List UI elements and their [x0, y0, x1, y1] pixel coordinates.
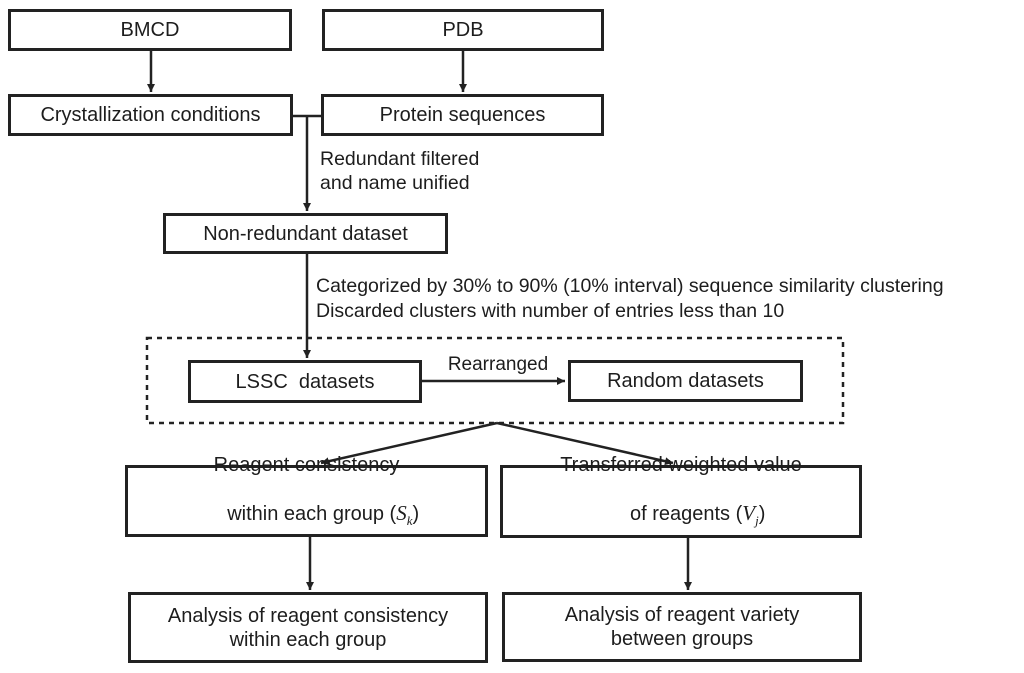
- node-label-line: Transferred weighted value: [560, 454, 802, 476]
- node-label-line: Analysis of reagent consistency: [167, 604, 449, 627]
- edge-label-categorized: Categorized by 30% to 90% (10% interval)…: [316, 274, 944, 324]
- node-pdb: PDB: [322, 9, 604, 51]
- edge-label-line: Discarded clusters with number of entrie…: [316, 300, 785, 322]
- node-analysis-variety: Analysis of reagent variety between grou…: [502, 592, 862, 662]
- node-reagent-consistency: Reagent consistency within each group (S…: [125, 454, 488, 537]
- node-label-line: of reagents (Vj): [597, 477, 766, 550]
- node-lssc-datasets: LSSC datasets: [188, 360, 422, 403]
- label-text: ): [412, 502, 420, 525]
- node-bmcd-label: BMCD: [120, 19, 180, 41]
- edge-label-line: and name unified: [320, 172, 470, 194]
- node-label-line: Analysis of reagent variety: [564, 604, 800, 626]
- node-protein-sequences: Protein sequences: [321, 94, 604, 136]
- variable-symbol: S: [396, 500, 407, 525]
- node-label-line: between groups: [610, 628, 754, 650]
- node-crystallization-conditions: Crystallization conditions: [8, 94, 293, 136]
- node-label-line: within each group: [229, 628, 387, 651]
- node-analysis-consistency: Analysis of reagent consistency within e…: [128, 592, 488, 663]
- variable-subscript: j: [755, 513, 759, 528]
- node-pdb-label: PDB: [442, 19, 484, 41]
- node-label-line: within each group (Sk): [194, 477, 419, 550]
- node-nonredundant-label: Non-redundant dataset: [203, 222, 408, 245]
- node-random-datasets: Random datasets: [568, 360, 803, 402]
- label-text: ): [758, 503, 766, 525]
- node-protein-label: Protein sequences: [379, 104, 546, 126]
- edge-label-line: Categorized by 30% to 90% (10% interval)…: [316, 275, 944, 297]
- label-text: of reagents (: [629, 503, 743, 525]
- node-nonredundant-dataset: Non-redundant dataset: [163, 213, 448, 254]
- node-lssc-label: LSSC datasets: [235, 370, 375, 393]
- edge-label-redundant-filtered: Redundant filtered and name unified: [320, 147, 479, 195]
- node-random-label: Random datasets: [607, 370, 764, 392]
- edge-label-rearranged: Rearranged: [447, 354, 549, 375]
- variable-symbol: V: [742, 501, 756, 525]
- node-bmcd: BMCD: [8, 9, 292, 51]
- edge-label-line: Redundant filtered: [320, 148, 480, 170]
- variable-subscript: k: [406, 512, 413, 528]
- node-label-line: Reagent consistency: [213, 453, 400, 476]
- node-transferred-weighted-value: Transferred weighted value of reagents (…: [500, 454, 862, 538]
- label-text: within each group (: [227, 502, 397, 525]
- node-crystallization-label: Crystallization conditions: [40, 104, 261, 126]
